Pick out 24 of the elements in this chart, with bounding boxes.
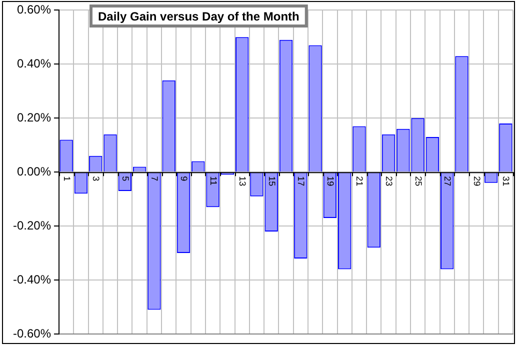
y-tick-label: -0.20%	[12, 218, 52, 232]
x-tick-label: 17	[296, 176, 306, 186]
y-tick-label: 0.40%	[16, 56, 52, 70]
x-tick-label: 19	[325, 176, 336, 186]
chart-title: Daily Gain versus Day of the Month	[98, 9, 300, 24]
x-tick-label: 27	[442, 176, 453, 186]
y-tick-label: 0.00%	[16, 164, 52, 178]
x-tick-label: 21	[354, 176, 365, 186]
x-tick-label: 15	[266, 176, 277, 186]
x-tick-label: 23	[384, 176, 394, 186]
x-tick-label: 31	[501, 176, 512, 186]
y-tick-label: -0.60%	[12, 326, 52, 340]
y-tick-label: -0.40%	[12, 272, 52, 286]
x-tick-label: 1	[62, 176, 72, 182]
x-tick-label: 9	[179, 176, 190, 182]
y-tick-label: 0.60%	[16, 2, 52, 17]
x-tick-label: 11	[208, 176, 218, 186]
x-tick-label: 25	[413, 176, 424, 186]
x-tick-label: 5	[120, 176, 130, 182]
y-tick-label: 0.20%	[16, 110, 52, 124]
x-tick-label: 29	[472, 176, 482, 186]
x-tick-label: 7	[150, 176, 160, 182]
x-tick-label: 3	[91, 176, 102, 182]
x-tick-label: 13	[238, 176, 248, 186]
